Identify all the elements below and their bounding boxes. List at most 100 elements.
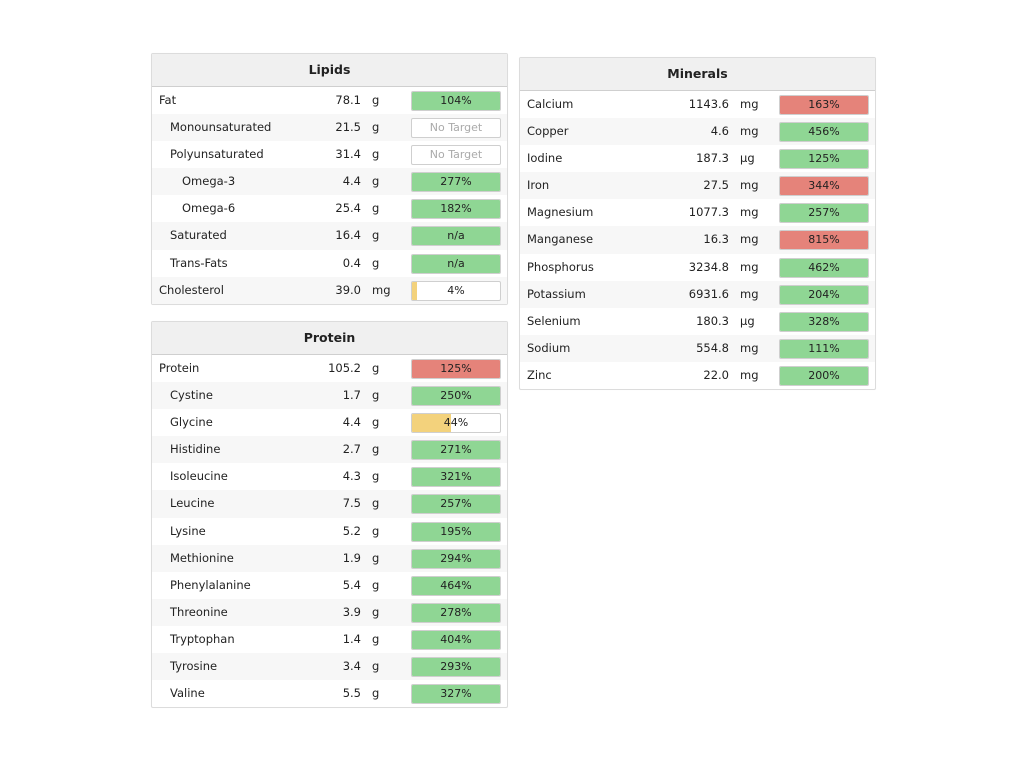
table-row[interactable]: Omega-6 25.4 g 182%	[152, 195, 507, 222]
table-row[interactable]: Iron 27.5 mg 344%	[520, 172, 875, 200]
minerals-panel-title: Minerals	[520, 58, 875, 91]
nutrient-amount: 1.7	[342, 388, 361, 403]
nutrient-unit: µg	[740, 313, 755, 328]
nutrient-amount: 554.8	[696, 340, 729, 355]
table-row[interactable]: Histidine 2.7 g 271%	[152, 436, 507, 464]
table-row[interactable]: Trans-Fats 0.4 g n/a	[152, 250, 507, 277]
progress-fill	[412, 360, 500, 378]
table-row[interactable]: Cholesterol 39.0 mg 4%	[152, 276, 507, 304]
nutrient-amount: 3.4	[342, 659, 361, 674]
nutrient-unit: g	[372, 604, 380, 619]
table-row[interactable]: Manganese 16.3 mg 815%	[520, 226, 875, 254]
nutrient-name: Valine	[170, 686, 205, 701]
table-row[interactable]: Calcium 1143.6 mg 163%	[520, 91, 875, 118]
table-row[interactable]: Glycine 4.4 g 44%	[152, 409, 507, 436]
progress-fill	[780, 231, 868, 250]
nutrient-name: Iron	[527, 178, 550, 193]
table-row[interactable]: Leucine 7.5 g 257%	[152, 490, 507, 518]
target-percent: n/a	[447, 256, 465, 270]
progress-fill	[412, 658, 500, 677]
table-row[interactable]: Potassium 6931.6 mg 204%	[520, 280, 875, 308]
nutrient-amount: 5.2	[342, 523, 361, 538]
table-row[interactable]: Tryptophan 1.4 g 404%	[152, 626, 507, 653]
table-row[interactable]: Saturated 16.4 g n/a	[152, 222, 507, 250]
lipids-table: Fat 78.1 g 104% Monounsaturated 21.5 g No Targe…	[152, 87, 507, 304]
progress-fill	[412, 630, 500, 649]
target-percent: 111%	[808, 341, 840, 355]
table-row[interactable]: Isoleucine 4.3 g 321%	[152, 463, 507, 490]
target-percent: 328%	[808, 314, 840, 328]
nutrient-unit: g	[372, 361, 380, 375]
target-percent: 4%	[447, 283, 465, 297]
nutrient-amount: 5.4	[342, 577, 361, 592]
nutrient-name: Saturated	[170, 228, 227, 243]
target-percent: 182%	[440, 202, 472, 216]
target-progress-bar: 257%	[779, 203, 869, 224]
target-progress-bar: 200%	[779, 365, 869, 386]
nutrient-unit: g	[372, 388, 380, 403]
target-percent: 404%	[440, 632, 472, 646]
table-row[interactable]: Tyrosine 3.4 g 293%	[152, 653, 507, 681]
nutrient-name: Leucine	[170, 496, 215, 511]
target-progress-bar: 344%	[779, 176, 869, 197]
table-row[interactable]: Fat 78.1 g 104%	[152, 87, 507, 114]
target-progress-bar: 125%	[779, 149, 869, 170]
target-percent: 257%	[808, 206, 840, 220]
nutrient-amount: 4.6	[710, 124, 729, 139]
progress-fill	[412, 200, 500, 219]
table-row[interactable]: Iodine 187.3 µg 125%	[520, 145, 875, 172]
table-row[interactable]: Lysine 5.2 g 195%	[152, 518, 507, 545]
target-progress-bar: 250%	[411, 386, 501, 407]
progress-fill	[780, 150, 868, 169]
nutrient-unit: mg	[740, 124, 759, 139]
progress-fill	[412, 441, 500, 460]
nutrient-name: Phenylalanine	[170, 577, 251, 592]
target-percent: 104%	[440, 94, 472, 107]
table-row[interactable]: Selenium 180.3 µg 328%	[520, 308, 875, 335]
table-row[interactable]: Protein 105.2 g 125%	[152, 355, 507, 382]
target-progress-bar: No Target	[411, 118, 501, 139]
table-row[interactable]: Polyunsaturated 31.4 g No Target	[152, 141, 507, 168]
nutrient-amount: 7.5	[342, 496, 361, 511]
table-row[interactable]: Valine 5.5 g 327%	[152, 680, 507, 707]
table-row[interactable]: Phenylalanine 5.4 g 464%	[152, 572, 507, 599]
target-percent: 464%	[440, 578, 472, 592]
target-progress-bar: 104%	[411, 91, 501, 111]
progress-fill	[780, 312, 868, 331]
target-percent: 204%	[808, 287, 840, 301]
target-progress-bar: 182%	[411, 199, 501, 220]
target-progress-bar: 321%	[411, 467, 501, 488]
nutrient-unit: g	[372, 469, 380, 484]
table-row[interactable]: Copper 4.6 mg 456%	[520, 118, 875, 146]
nutrient-name: Protein	[159, 361, 200, 375]
progress-fill	[780, 123, 868, 142]
target-progress-bar: n/a	[411, 253, 501, 274]
nutrient-name: Isoleucine	[170, 469, 228, 484]
table-row[interactable]: Cystine 1.7 g 250%	[152, 382, 507, 410]
progress-fill	[412, 603, 500, 622]
table-row[interactable]: Omega-3 4.4 g 277%	[152, 168, 507, 196]
table-row[interactable]: Sodium 554.8 mg 111%	[520, 334, 875, 362]
nutrient-unit: mg	[740, 286, 759, 301]
nutrient-amount: 1.4	[342, 631, 361, 646]
table-row[interactable]: Phosphorus 3234.8 mg 462%	[520, 254, 875, 281]
nutrient-name: Iodine	[527, 151, 563, 166]
table-row[interactable]: Zinc 22.0 mg 200%	[520, 362, 875, 389]
progress-fill	[780, 285, 868, 304]
nutrient-name: Fat	[159, 93, 177, 107]
progress-fill	[412, 92, 500, 110]
target-progress-bar: 163%	[779, 95, 869, 115]
table-row[interactable]: Magnesium 1077.3 mg 257%	[520, 199, 875, 226]
target-progress-bar: 4%	[411, 280, 501, 301]
table-row[interactable]: Monounsaturated 21.5 g No Target	[152, 114, 507, 142]
progress-fill	[412, 227, 500, 246]
nutrient-unit: g	[372, 147, 380, 162]
target-percent: 250%	[440, 389, 472, 403]
table-row[interactable]: Threonine 3.9 g 278%	[152, 598, 507, 626]
nutrient-amount: 4.4	[342, 174, 361, 189]
target-percent: 163%	[808, 98, 840, 111]
target-percent: 321%	[440, 470, 472, 484]
table-row[interactable]: Methionine 1.9 g 294%	[152, 544, 507, 572]
nutrient-unit: g	[372, 255, 380, 270]
target-progress-bar: 404%	[411, 629, 501, 650]
